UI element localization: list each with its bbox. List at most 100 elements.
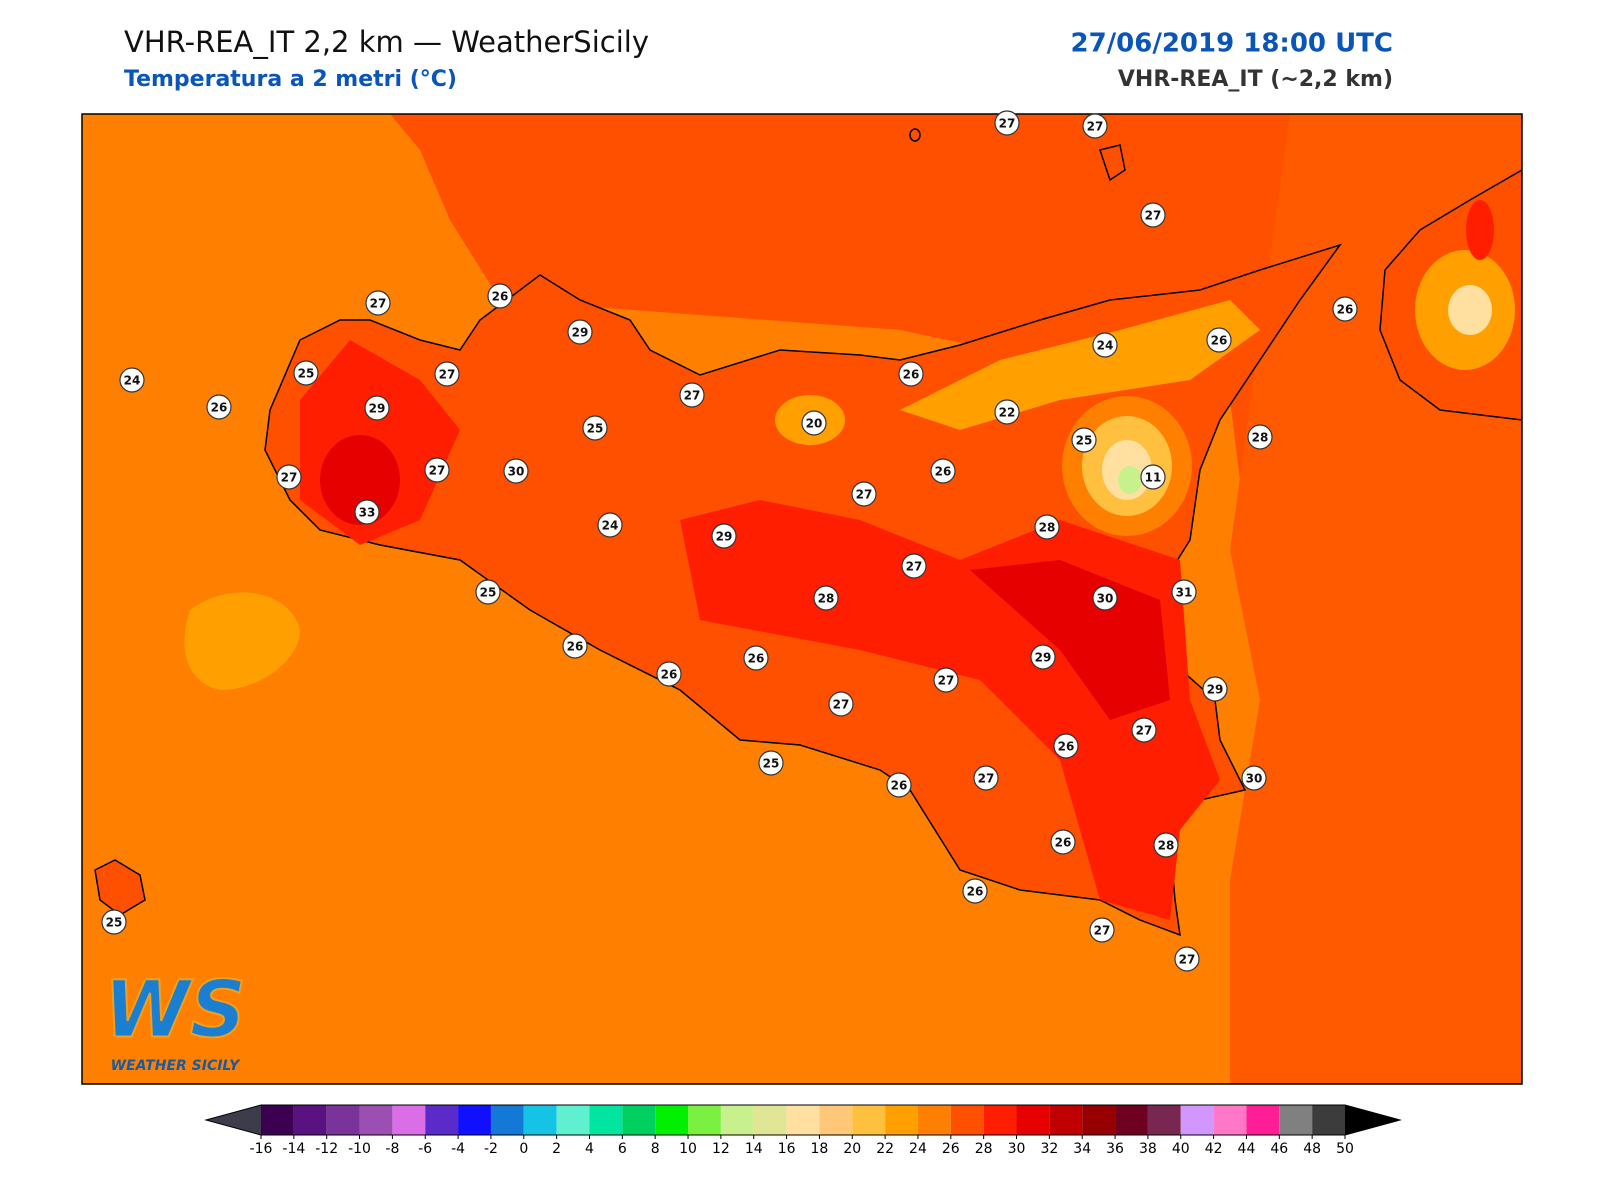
map-frame bbox=[81, 113, 1523, 1085]
station-marker bbox=[562, 633, 588, 659]
colorbar-tick-label: 32 bbox=[1040, 1141, 1058, 1157]
station-marker bbox=[503, 458, 529, 484]
station-marker bbox=[1241, 765, 1267, 791]
station-value: 33 bbox=[359, 506, 376, 520]
colorbar-segment bbox=[293, 1105, 327, 1135]
station-marker bbox=[758, 750, 784, 776]
station-marker bbox=[475, 579, 501, 605]
colorbar-segment bbox=[425, 1105, 459, 1135]
colorbar-tick-label: 12 bbox=[712, 1141, 730, 1157]
colorbar-tick-label: -10 bbox=[348, 1141, 371, 1157]
colorbar-tick-label: 50 bbox=[1336, 1141, 1354, 1157]
colorbar-tick-label: 40 bbox=[1172, 1141, 1190, 1157]
logo-text: WEATHER SICILY bbox=[111, 1058, 242, 1074]
station-value: 26 bbox=[748, 652, 765, 666]
station-marker bbox=[206, 394, 232, 420]
colorbar-segment bbox=[490, 1105, 524, 1135]
station-marker bbox=[801, 410, 827, 436]
station-marker bbox=[973, 765, 999, 791]
colorbar-extend-high bbox=[1345, 1105, 1400, 1135]
station-marker bbox=[851, 481, 877, 507]
station-marker bbox=[119, 367, 145, 393]
colorbar-tick-label: 44 bbox=[1238, 1141, 1256, 1157]
station-value: 24 bbox=[124, 374, 141, 388]
colorbar-segment bbox=[1016, 1105, 1050, 1135]
station-value: 25 bbox=[298, 367, 315, 381]
colorbar-tick-label: -2 bbox=[484, 1141, 498, 1157]
datetime: 27/06/2019 18:00 UTC bbox=[1070, 29, 1393, 59]
station-marker bbox=[933, 667, 959, 693]
station-value: 27 bbox=[1094, 924, 1111, 938]
colorbar-tick-label: 18 bbox=[811, 1141, 829, 1157]
station-marker bbox=[828, 691, 854, 717]
colorbar-segment bbox=[950, 1105, 984, 1135]
colorbar-segment bbox=[589, 1105, 623, 1135]
etna-summit bbox=[1118, 466, 1142, 494]
station-value: 29 bbox=[572, 326, 589, 340]
station-marker bbox=[1050, 829, 1076, 855]
colorbar-tick-label: 22 bbox=[876, 1141, 894, 1157]
station-marker bbox=[1092, 585, 1118, 611]
colorbar-tick-label: -4 bbox=[451, 1141, 465, 1157]
colorbar-segment bbox=[1246, 1105, 1280, 1135]
station-marker bbox=[354, 499, 380, 525]
map: WS WEATHER SICILY bbox=[81, 113, 1523, 1085]
colorbar-segment bbox=[1213, 1105, 1247, 1135]
station-marker bbox=[101, 909, 127, 935]
station-marker bbox=[434, 361, 460, 387]
station-marker bbox=[1034, 514, 1060, 540]
station-value: 24 bbox=[602, 519, 619, 533]
colorbar-segment bbox=[917, 1105, 951, 1135]
station-marker bbox=[1140, 202, 1166, 228]
colorbar-tick-label: 16 bbox=[778, 1141, 796, 1157]
colorbar-tick-label: 8 bbox=[651, 1141, 660, 1157]
station-marker bbox=[962, 878, 988, 904]
hot-core-west bbox=[320, 435, 400, 525]
station-value: 28 bbox=[1252, 431, 1269, 445]
calabria-cold bbox=[1448, 285, 1492, 335]
colorbar-tick-label: 6 bbox=[618, 1141, 627, 1157]
colorbar-tick-label: 0 bbox=[519, 1141, 528, 1157]
colorbar-tick-label: -14 bbox=[282, 1141, 305, 1157]
model-label: VHR-REA_IT (~2,2 km) bbox=[1118, 67, 1393, 92]
colorbar-segment bbox=[1312, 1105, 1345, 1135]
station-marker bbox=[813, 585, 839, 611]
station-marker bbox=[1174, 946, 1200, 972]
warm-sea bbox=[390, 114, 1522, 560]
station-value: 26 bbox=[1055, 836, 1072, 850]
colorbar-segment bbox=[720, 1105, 754, 1135]
colorbar-segment bbox=[359, 1105, 393, 1135]
colorbar-tick-label: -16 bbox=[250, 1141, 273, 1157]
station-value: 26 bbox=[891, 779, 908, 793]
colorbar-segment bbox=[622, 1105, 656, 1135]
station-marker bbox=[711, 523, 737, 549]
subtitle: Temperatura a 2 metri (°C) bbox=[124, 67, 457, 92]
colorbar-tick-label: 24 bbox=[909, 1141, 927, 1157]
station-marker bbox=[679, 382, 705, 408]
station-marker bbox=[994, 399, 1020, 425]
colorbar-segment bbox=[261, 1105, 294, 1135]
station-value: 27 bbox=[281, 471, 298, 485]
station-value: 31 bbox=[1176, 586, 1193, 600]
station-marker bbox=[1071, 427, 1097, 453]
colorbar-tick-label: 42 bbox=[1205, 1141, 1223, 1157]
colorbar-tick-label: 48 bbox=[1303, 1141, 1321, 1157]
colorbar-segment bbox=[1115, 1105, 1148, 1135]
station-marker bbox=[1089, 917, 1115, 943]
station-value: 26 bbox=[211, 401, 228, 415]
station-marker bbox=[1332, 296, 1358, 322]
station-value: 26 bbox=[492, 290, 509, 304]
colorbar-segment bbox=[326, 1105, 360, 1135]
station-value: 28 bbox=[1039, 521, 1056, 535]
station-value: 25 bbox=[480, 586, 497, 600]
station-value: 26 bbox=[1058, 740, 1075, 754]
colorbar-segment bbox=[688, 1105, 721, 1135]
colorbar-tick-label: 26 bbox=[942, 1141, 960, 1157]
colorbar-tick-label: 28 bbox=[975, 1141, 993, 1157]
colorbar-segment bbox=[1147, 1105, 1181, 1135]
station-value: 30 bbox=[1097, 592, 1114, 606]
station-marker bbox=[1082, 113, 1108, 139]
ustica bbox=[909, 128, 921, 142]
